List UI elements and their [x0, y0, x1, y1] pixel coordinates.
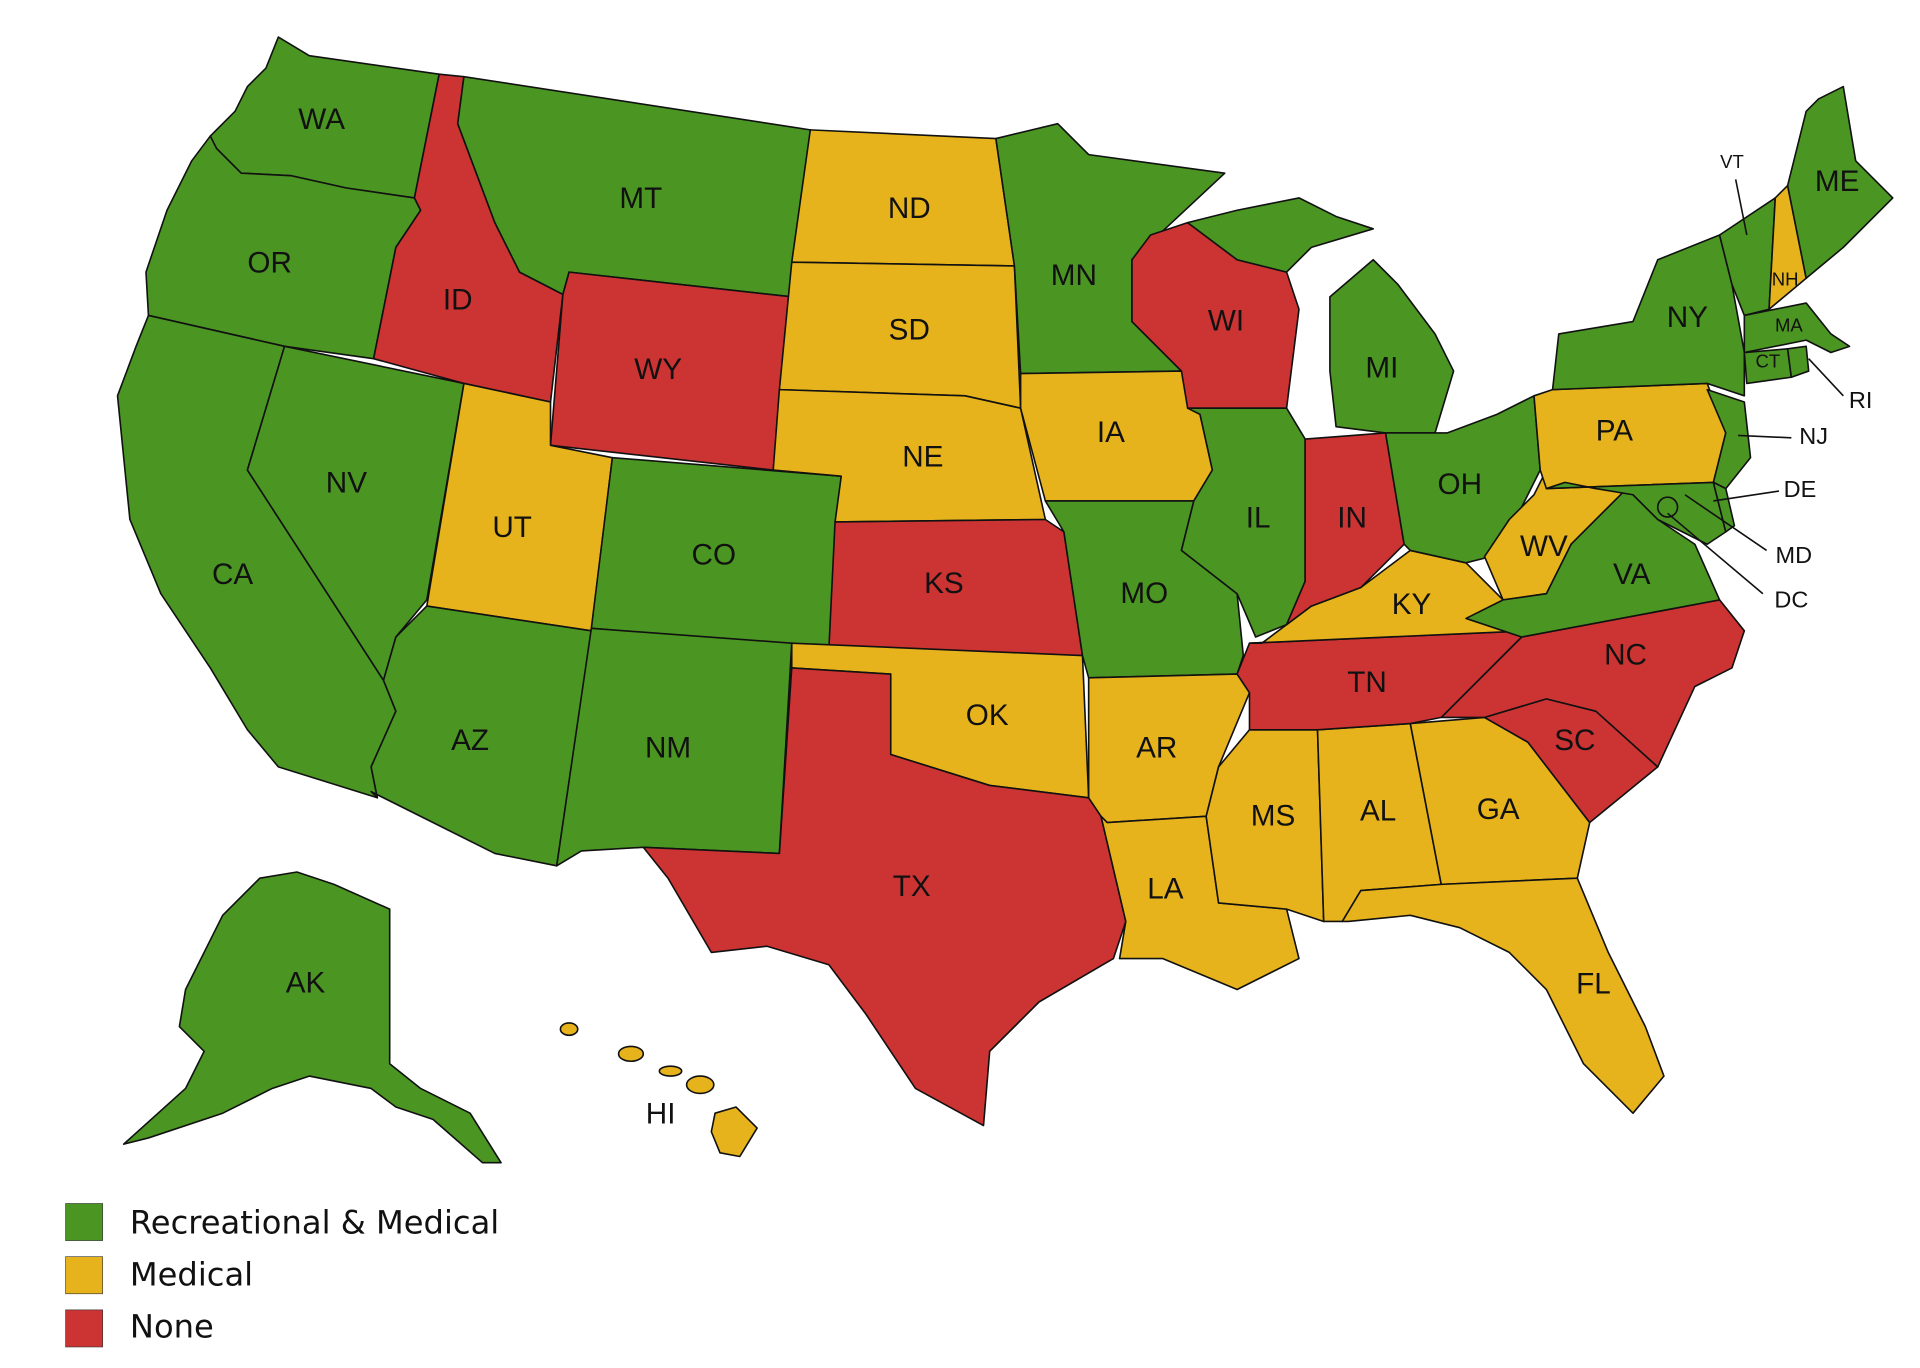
state-label: NV	[326, 467, 367, 500]
state-label: MD	[1776, 542, 1813, 568]
state-label: MS	[1251, 799, 1296, 832]
state-label: AZ	[451, 724, 489, 757]
legend-swatch	[65, 1203, 103, 1241]
state-label: LA	[1147, 872, 1184, 905]
leader-line	[1713, 490, 1780, 502]
state-label: OH	[1438, 468, 1483, 501]
state-label: KY	[1392, 588, 1432, 621]
state-label: IA	[1097, 416, 1125, 449]
leader-line	[1734, 179, 1748, 236]
state-label: VT	[1720, 151, 1744, 172]
state-label: ME	[1815, 165, 1860, 198]
legend-swatch	[65, 1256, 103, 1295]
state-label: SC	[1554, 724, 1595, 757]
leader-line	[1667, 512, 1764, 595]
state-label: AK	[286, 966, 326, 999]
state-label: MN	[1051, 259, 1097, 292]
legend: Recreational & Medical Medical None	[65, 1203, 499, 1348]
state	[1786, 345, 1810, 379]
state-label: OR	[247, 247, 292, 280]
state-label: CO	[692, 538, 737, 571]
state-label: TX	[893, 870, 931, 903]
state	[559, 1022, 758, 1158]
state	[1743, 302, 1851, 354]
state	[549, 271, 793, 471]
state-label: MT	[619, 182, 662, 215]
legend-swatch	[65, 1309, 103, 1348]
state-label: RI	[1849, 387, 1873, 413]
state-label: AR	[1136, 731, 1177, 764]
state-label: FL	[1576, 968, 1611, 1001]
state-label: NY	[1667, 301, 1708, 334]
state	[642, 667, 1127, 1127]
state-label: NE	[902, 441, 943, 474]
legend-label: Recreational & Medical	[130, 1204, 499, 1242]
leader-lines	[1667, 179, 1844, 595]
state-label: MO	[1120, 577, 1168, 610]
state	[1341, 877, 1665, 1115]
state-label: UT	[492, 511, 532, 544]
legend-label: None	[130, 1307, 214, 1345]
state-label: AL	[1360, 794, 1396, 827]
state-label: CA	[212, 558, 253, 591]
legend-label: Medical	[130, 1255, 253, 1293]
state-label: WI	[1208, 305, 1244, 338]
state-label: PA	[1596, 415, 1634, 448]
leader-line	[1808, 358, 1844, 397]
state-label: KS	[924, 567, 964, 600]
state	[1786, 85, 1894, 280]
state-label: DC	[1774, 586, 1808, 612]
state-label: HI	[646, 1098, 676, 1131]
state-label: TN	[1347, 666, 1387, 699]
state-label: NC	[1604, 639, 1647, 672]
state	[1131, 221, 1300, 409]
state	[1712, 481, 1736, 533]
state	[122, 871, 502, 1164]
state	[1656, 496, 1679, 518]
state-label: GA	[1477, 793, 1520, 826]
state-label: OK	[966, 699, 1009, 732]
state-label: NM	[645, 731, 691, 764]
state-label: ND	[888, 192, 931, 225]
state-label: WA	[298, 103, 345, 136]
state-labels: WA OR CA NV ID MT WY UT AZ CO NM ND SD N…	[212, 103, 1872, 1130]
state-label: MA	[1775, 314, 1803, 335]
state-label: SD	[889, 313, 930, 346]
state-label: CT	[1755, 350, 1780, 371]
state-label: IL	[1246, 501, 1271, 534]
state-label: DE	[1784, 476, 1817, 502]
state	[1551, 234, 1746, 397]
state-label: ID	[443, 284, 473, 317]
state-label: WY	[634, 353, 682, 386]
state-label: NH	[1772, 269, 1799, 290]
state-label: NJ	[1799, 423, 1828, 449]
states	[116, 36, 1894, 1164]
leader-line	[1684, 494, 1768, 552]
state	[1186, 197, 1455, 434]
state-label: WV	[1520, 530, 1568, 563]
state-label: VA	[1613, 558, 1651, 591]
state	[1180, 407, 1306, 638]
leader-line	[1738, 434, 1792, 439]
state-label: MI	[1365, 352, 1398, 385]
state-label: IN	[1337, 501, 1367, 534]
